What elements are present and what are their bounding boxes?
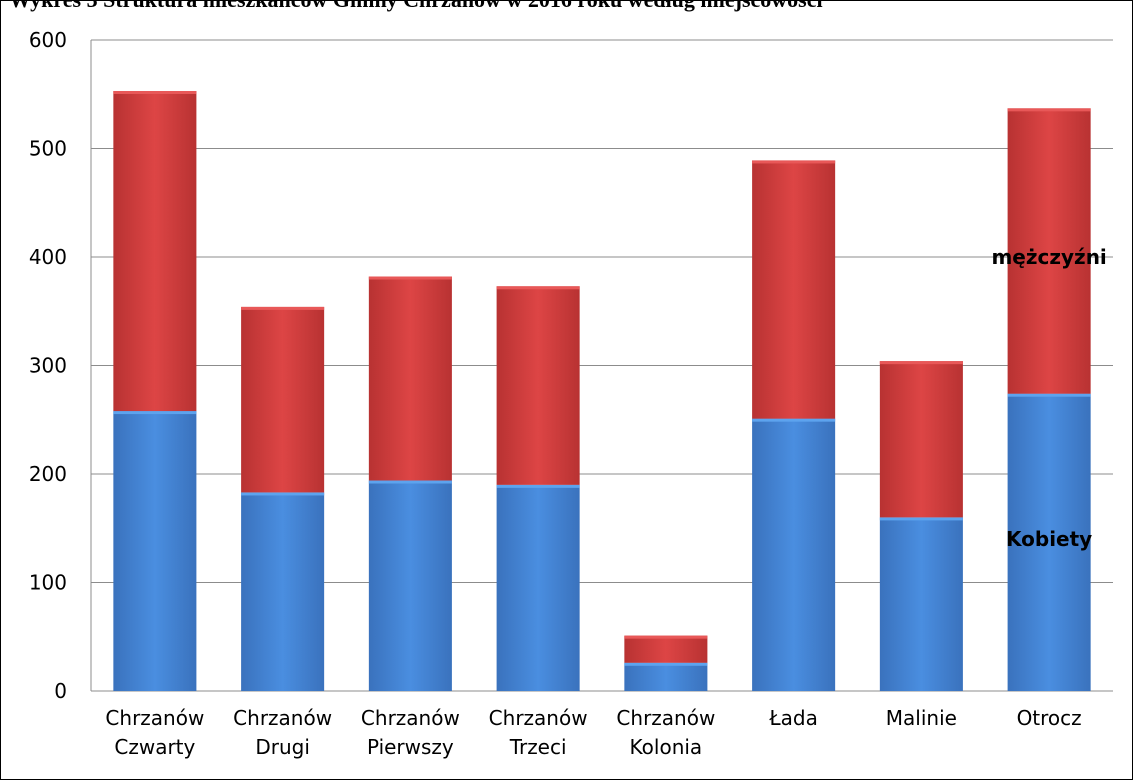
y-tick-label: 300	[29, 354, 67, 378]
bar-segment-cap	[624, 662, 708, 666]
y-tick-label: 600	[29, 28, 67, 52]
x-tick-label: Chrzanów	[105, 706, 204, 730]
bar-segment-cap	[241, 492, 325, 496]
bar-segment-mezczyzni	[1007, 108, 1091, 394]
bar-segment-mezczyzni	[241, 306, 325, 493]
bar-segment-mezczyzni	[368, 276, 452, 481]
bar-segment-cap	[1007, 108, 1091, 112]
bar-segment-cap	[496, 286, 580, 290]
bar-segment-cap	[879, 517, 963, 521]
x-tick-label: Kolonia	[630, 735, 703, 759]
bar-segment-cap	[1007, 393, 1091, 397]
x-tick-label: Chrzanów	[361, 706, 460, 730]
x-tick-label: Pierwszy	[367, 735, 454, 759]
x-tick-label: Chrzanów	[616, 706, 715, 730]
x-tick-label: Chrzanów	[233, 706, 332, 730]
bar-segment-kobiety	[879, 517, 963, 691]
bar-segment-mezczyzni	[496, 286, 580, 485]
x-tick-label: Chrzanów	[489, 706, 588, 730]
bar-segment-kobiety	[496, 484, 580, 691]
y-tick-label: 400	[29, 245, 67, 269]
y-tick-label: 500	[29, 137, 67, 161]
bar-segment-cap	[496, 484, 580, 488]
bar-segment-cap	[752, 418, 836, 422]
y-tick-label: 100	[29, 571, 67, 595]
bar-segment-mezczyzni	[752, 160, 836, 419]
y-tick-label: 200	[29, 462, 67, 486]
bar-segment-cap	[113, 90, 197, 94]
x-tick-label: Malinie	[886, 706, 957, 730]
bar-segment-kobiety	[113, 411, 197, 691]
bar-segment-kobiety	[624, 662, 708, 691]
bar-segment-cap	[752, 160, 836, 164]
bar-segment-cap	[113, 411, 197, 415]
bar-segment-cap	[368, 276, 452, 280]
series-label-mezczyzni: mężczyźni	[991, 245, 1106, 269]
bar-segment-cap	[241, 306, 325, 310]
bar-segment-kobiety	[241, 492, 325, 691]
x-tick-label: Drugi	[255, 735, 310, 759]
bar-segment-cap	[624, 635, 708, 639]
series-label-kobiety: Kobiety	[1006, 527, 1092, 551]
bar-segment-kobiety	[368, 480, 452, 691]
bar-segment-kobiety	[1007, 393, 1091, 691]
bar-segment-kobiety	[752, 418, 836, 691]
chart-title: Wykres 3 Struktura mieszkańców Gminy Chr…	[9, 1, 823, 13]
bar-segment-mezczyzni	[879, 361, 963, 518]
bar-segment-cap	[368, 480, 452, 484]
bar-segment-mezczyzni	[113, 90, 197, 412]
y-tick-label: 0	[54, 679, 67, 703]
bar-segment-mezczyzni	[624, 635, 708, 663]
x-tick-label: Otrocz	[1017, 706, 1082, 730]
x-tick-label: Trzeci	[509, 735, 567, 759]
x-tick-label: Łada	[768, 706, 817, 730]
x-tick-label: Czwarty	[114, 735, 195, 759]
bar-segment-cap	[879, 361, 963, 365]
